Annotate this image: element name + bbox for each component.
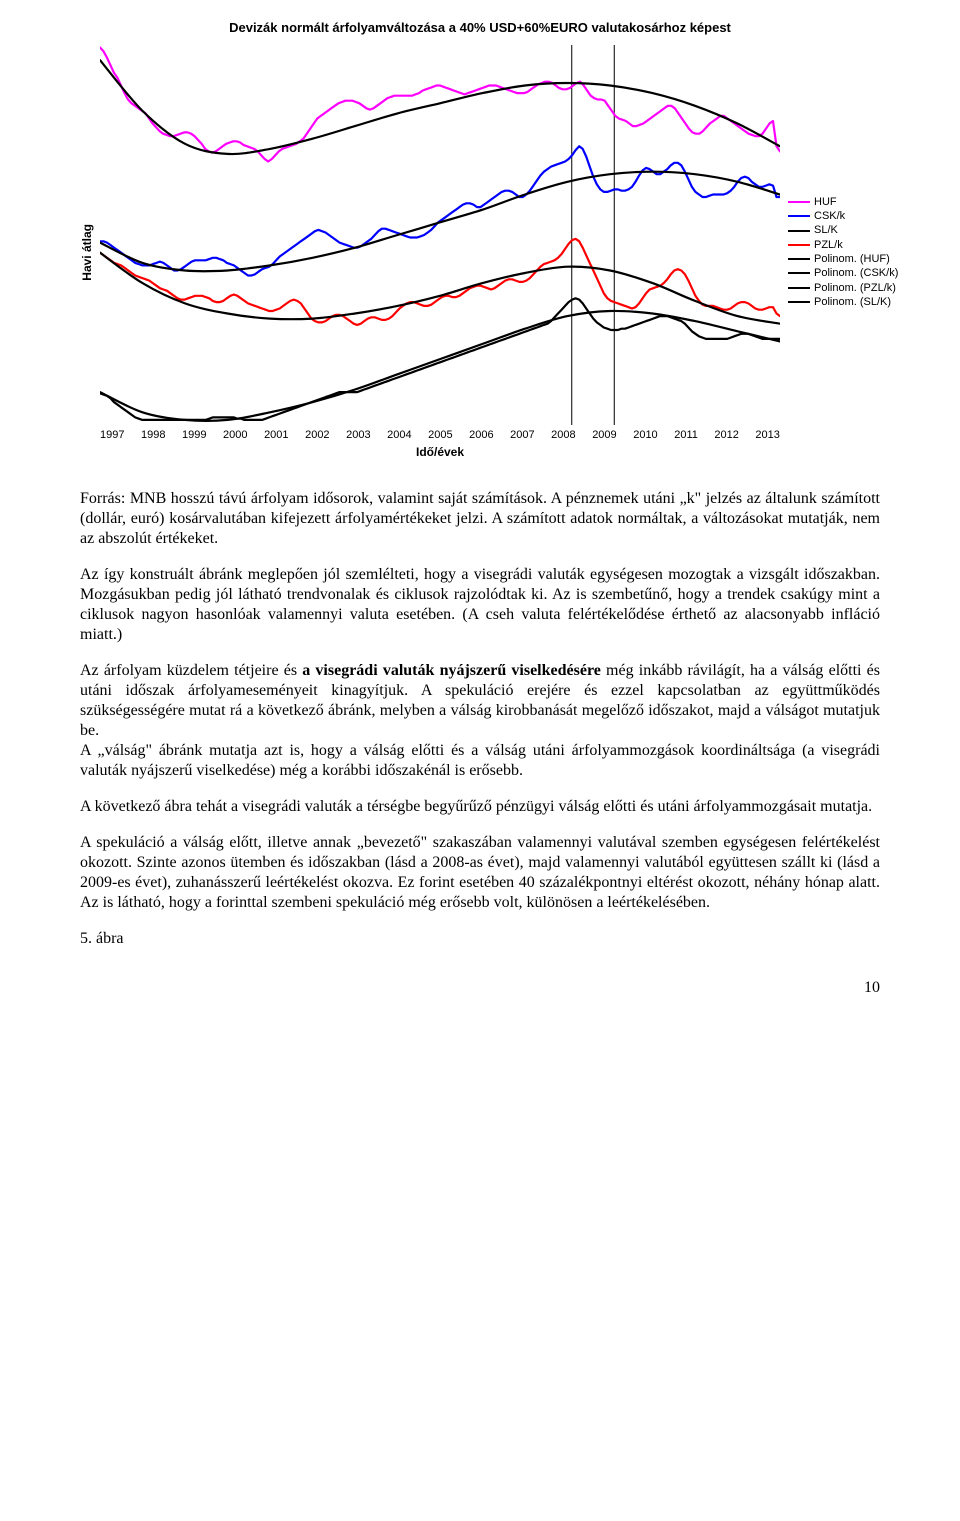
chart-legend: HUFCSK/kSL/KPZL/kPolinom. (HUF)Polinom. … bbox=[788, 195, 898, 309]
legend-swatch bbox=[788, 287, 810, 289]
xaxis-tick: 2011 bbox=[674, 429, 698, 441]
xaxis-tick: 2004 bbox=[387, 429, 411, 441]
legend-label: SL/K bbox=[814, 223, 838, 237]
paragraph-6: A spekuláció a válság előtt, illetve ann… bbox=[80, 833, 880, 913]
page-container: Devizák normált árfolyamváltozása a 40% … bbox=[0, 0, 960, 1037]
p3-bold: a visegrádi valuták nyájszerű viselkedés… bbox=[302, 662, 601, 679]
page-number: 10 bbox=[80, 979, 880, 997]
legend-label: PZL/k bbox=[814, 238, 843, 252]
p3-part-a: Az árfolyam küzdelem tétjeire és bbox=[80, 662, 302, 679]
xaxis-tick: 2000 bbox=[223, 429, 247, 441]
legend-label: Polinom. (CSK/k) bbox=[814, 266, 898, 280]
xaxis-tick: 1997 bbox=[100, 429, 124, 441]
chart-svg bbox=[100, 45, 780, 425]
xaxis-tick: 1998 bbox=[141, 429, 165, 441]
chart-title: Devizák normált árfolyamváltozása a 40% … bbox=[80, 20, 880, 35]
xaxis-tick: 2013 bbox=[755, 429, 779, 441]
legend-label: Polinom. (SL/K) bbox=[814, 295, 891, 309]
xaxis-tick: 2007 bbox=[510, 429, 534, 441]
xaxis-tick: 2009 bbox=[592, 429, 616, 441]
legend-item: HUF bbox=[788, 195, 898, 209]
chart-container: Devizák normált árfolyamváltozása a 40% … bbox=[80, 20, 880, 459]
legend-swatch bbox=[788, 301, 810, 303]
chart-xaxis: 1997 1998 1999 2000 2001 2002 2003 2004 2005 2006… bbox=[100, 429, 780, 441]
xaxis-tick: 2008 bbox=[551, 429, 575, 441]
xaxis-tick: 2005 bbox=[428, 429, 452, 441]
legend-item: Polinom. (CSK/k) bbox=[788, 266, 898, 280]
legend-label: HUF bbox=[814, 195, 837, 209]
legend-label: CSK/k bbox=[814, 209, 845, 223]
paragraph-source: Forrás: MNB hosszú távú árfolyam idősoro… bbox=[80, 489, 880, 549]
legend-swatch bbox=[788, 244, 810, 246]
xaxis-tick: 2001 bbox=[264, 429, 288, 441]
xaxis-tick: 2003 bbox=[346, 429, 370, 441]
legend-label: Polinom. (PZL/k) bbox=[814, 281, 896, 295]
chart-ylabel: Havi átlag bbox=[80, 224, 94, 281]
paragraph-2: Az így konstruált ábránk meglepően jól s… bbox=[80, 565, 880, 645]
paragraph-3: Az árfolyam küzdelem tétjeire és a viseg… bbox=[80, 661, 880, 741]
body-text: Forrás: MNB hosszú távú árfolyam idősoro… bbox=[80, 489, 880, 949]
figure-label: 5. ábra bbox=[80, 929, 880, 949]
plot-box: 1997 1998 1999 2000 2001 2002 2003 2004 2005 2006… bbox=[100, 45, 780, 459]
paragraph-5: A következő ábra tehát a visegrádi valut… bbox=[80, 797, 880, 817]
legend-swatch bbox=[788, 272, 810, 274]
legend-item: Polinom. (PZL/k) bbox=[788, 281, 898, 295]
legend-label: Polinom. (HUF) bbox=[814, 252, 890, 266]
chart-xlabel: Idő/évek bbox=[100, 445, 780, 459]
legend-item: Polinom. (HUF) bbox=[788, 252, 898, 266]
legend-swatch bbox=[788, 230, 810, 232]
xaxis-tick: 1999 bbox=[182, 429, 206, 441]
legend-item: PZL/k bbox=[788, 238, 898, 252]
legend-item: SL/K bbox=[788, 223, 898, 237]
xaxis-tick: 2002 bbox=[305, 429, 329, 441]
legend-item: CSK/k bbox=[788, 209, 898, 223]
legend-swatch bbox=[788, 258, 810, 260]
xaxis-tick: 2006 bbox=[469, 429, 493, 441]
legend-item: Polinom. (SL/K) bbox=[788, 295, 898, 309]
paragraph-4: A „válság" ábránk mutatja azt is, hogy a… bbox=[80, 741, 880, 781]
legend-swatch bbox=[788, 201, 810, 203]
chart-row: Havi átlag 1997 1998 1999 2000 2001 2002 2003 2… bbox=[80, 45, 880, 459]
xaxis-tick: 2012 bbox=[714, 429, 738, 441]
legend-swatch bbox=[788, 215, 810, 217]
xaxis-tick: 2010 bbox=[633, 429, 657, 441]
